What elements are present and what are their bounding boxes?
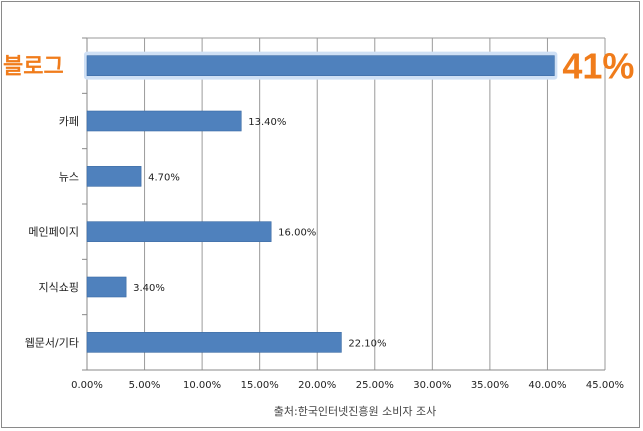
source-note: 출처:한국인터넷진흥원 소비자 조사 [274, 404, 437, 418]
x-tick-labels: 0.00% 5.00% 10.00% 15.00% 20.00% 25.00% 30.00%… [71, 380, 624, 391]
data-label: 22.10% [348, 338, 386, 349]
x-tick-label: 40.00% [528, 380, 566, 391]
x-tick-label: 10.00% [183, 380, 221, 391]
x-tick-label: 25.00% [356, 380, 394, 391]
bar [86, 332, 342, 353]
category-label: 지식쇼핑 [39, 281, 79, 294]
bars [84, 51, 558, 353]
bar [86, 221, 272, 242]
grid-lines [82, 37, 606, 371]
category-label: 카페 [59, 115, 79, 128]
category-label: 메인페이지 [28, 226, 79, 239]
x-tick-label: 35.00% [471, 380, 509, 391]
x-tick-label: 20.00% [298, 380, 336, 391]
bar [86, 110, 242, 132]
data-labels: 41% 13.40% 4.70% 16.00% 3.40% 22.10% [133, 46, 634, 350]
x-tick-label: 0.00% [71, 380, 103, 391]
x-tick-label: 45.00% [586, 380, 624, 391]
x-tick-label: 30.00% [413, 380, 451, 391]
bar [86, 166, 142, 187]
data-label: 4.70% [148, 172, 180, 183]
x-tick-label: 5.00% [129, 380, 161, 391]
data-label: 13.40% [248, 117, 286, 128]
bar [86, 55, 555, 76]
category-label: 블로그 [3, 55, 64, 80]
data-label: 41% [562, 46, 634, 87]
data-label: 3.40% [133, 283, 165, 294]
category-label: 웹문서/기타 [25, 336, 79, 349]
category-label: 뉴스 [59, 170, 79, 183]
bar [86, 276, 127, 298]
data-label: 16.00% [278, 228, 316, 239]
x-tick-label: 15.00% [241, 380, 279, 391]
